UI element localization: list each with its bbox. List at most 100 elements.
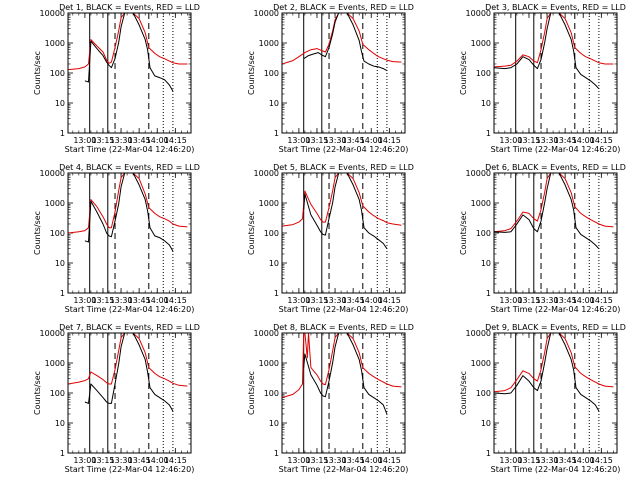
x-tick-label: 14:00 [360, 456, 383, 465]
x-tick-label: 13:30 [110, 296, 133, 305]
plot-frame [281, 172, 406, 294]
x-tick-label: 13:15 [305, 136, 328, 145]
x-tick-label: 13:45 [554, 296, 577, 305]
y-tick-label: 1000 [45, 359, 65, 368]
events-series-line [303, 333, 388, 415]
x-tick-label: 13:00 [287, 456, 310, 465]
x-tick-label: 14:15 [590, 136, 613, 145]
detector-panel-7: Det 7, BLACK = Events, RED = LLD Counts/s… [33, 323, 200, 474]
y-tick-label: 10000 [40, 329, 65, 338]
lld-series-line [68, 13, 188, 71]
panel-title: Det 3, BLACK = Events, RED = LLD [485, 3, 626, 12]
y-axis-label: Counts/sec [33, 371, 42, 415]
detector-panel-4: Det 4, BLACK = Events, RED = LLD Counts/s… [33, 163, 200, 314]
x-tick-label: 13:45 [128, 136, 151, 145]
lld-series-line [494, 333, 614, 393]
lld-series-line [494, 13, 614, 68]
y-tick-label: 1 [486, 289, 491, 298]
x-tick-label: 13:45 [342, 136, 365, 145]
y-tick-label: 1000 [471, 199, 491, 208]
x-axis-label: Start Time (22-Mar-04 12:46:20) [279, 465, 409, 474]
y-tick-label: 10 [55, 419, 65, 428]
y-tick-label: 1000 [259, 199, 279, 208]
y-tick-label: 100 [264, 229, 279, 238]
y-tick-label: 10000 [466, 329, 491, 338]
y-tick-label: 100 [476, 69, 491, 78]
y-tick-label: 100 [264, 69, 279, 78]
detector-panel-1: Det 1, BLACK = Events, RED = LLD Counts/s… [33, 3, 200, 154]
plot-frame [67, 332, 192, 454]
y-tick-label: 100 [476, 229, 491, 238]
x-tick-label: 13:15 [91, 456, 114, 465]
panel-title: Det 4, BLACK = Events, RED = LLD [59, 163, 200, 172]
y-tick-label: 1 [60, 449, 65, 458]
y-axis-label: Counts/sec [247, 371, 256, 415]
plot-frame [493, 172, 618, 294]
events-series-line [494, 333, 600, 412]
y-tick-label: 10000 [254, 9, 279, 18]
x-tick-label: 13:15 [517, 136, 540, 145]
x-tick-label: 13:00 [287, 136, 310, 145]
y-tick-label: 1 [60, 129, 65, 138]
y-tick-label: 1000 [471, 39, 491, 48]
x-axis-label: Start Time (22-Mar-04 12:46:20) [279, 305, 409, 314]
y-axis-label: Counts/sec [247, 211, 256, 255]
plot-frame [493, 332, 618, 454]
y-tick-label: 10 [269, 259, 279, 268]
detector-panel-8: Det 8, BLACK = Events, RED = LLD Counts/s… [247, 323, 414, 474]
x-tick-label: 14:15 [164, 456, 187, 465]
x-tick-label: 13:45 [342, 456, 365, 465]
events-series-line [84, 333, 174, 412]
detector-panel-9: Det 9, BLACK = Events, RED = LLD Counts/s… [459, 323, 626, 474]
y-tick-label: 100 [264, 389, 279, 398]
y-tick-label: 10000 [466, 9, 491, 18]
x-tick-label: 13:15 [91, 296, 114, 305]
x-tick-label: 13:30 [324, 136, 347, 145]
x-tick-label: 13:15 [517, 456, 540, 465]
x-tick-label: 14:15 [378, 296, 401, 305]
y-tick-label: 10000 [40, 169, 65, 178]
x-tick-label: 13:45 [128, 296, 151, 305]
y-tick-label: 1 [60, 289, 65, 298]
panel-title: Det 5, BLACK = Events, RED = LLD [273, 163, 414, 172]
x-tick-label: 13:15 [305, 296, 328, 305]
events-series-line [303, 13, 388, 72]
lld-series-line [68, 333, 188, 387]
x-tick-label: 14:15 [378, 456, 401, 465]
y-axis-label: Counts/sec [459, 211, 468, 255]
events-series-line [494, 13, 600, 90]
detector-panel-2: Det 2, BLACK = Events, RED = LLD Counts/s… [247, 3, 414, 154]
y-tick-label: 100 [50, 69, 65, 78]
lld-series-line [494, 173, 614, 233]
detector-panel-3: Det 3, BLACK = Events, RED = LLD Counts/s… [459, 3, 626, 154]
y-tick-label: 10000 [40, 9, 65, 18]
lld-series-line [282, 173, 402, 227]
y-tick-label: 1 [486, 129, 491, 138]
panel-title: Det 6, BLACK = Events, RED = LLD [485, 163, 626, 172]
y-tick-label: 10 [269, 99, 279, 108]
detector-panel-5: Det 5, BLACK = Events, RED = LLD Counts/s… [247, 163, 414, 314]
x-axis-label: Start Time (22-Mar-04 12:46:20) [65, 465, 195, 474]
x-tick-label: 14:00 [360, 136, 383, 145]
x-tick-label: 13:00 [499, 456, 522, 465]
x-tick-label: 13:00 [73, 296, 96, 305]
y-tick-label: 1000 [45, 199, 65, 208]
x-tick-label: 13:15 [305, 456, 328, 465]
x-tick-label: 13:45 [128, 456, 151, 465]
x-tick-label: 13:00 [287, 296, 310, 305]
y-axis-label: Counts/sec [33, 51, 42, 95]
plot-frame [281, 332, 406, 454]
events-series-line [84, 13, 174, 92]
y-tick-label: 1 [274, 449, 279, 458]
x-tick-label: 13:30 [110, 136, 133, 145]
x-tick-label: 14:00 [146, 296, 169, 305]
y-axis-label: Counts/sec [459, 51, 468, 95]
y-tick-label: 10 [55, 99, 65, 108]
x-tick-label: 14:00 [572, 296, 595, 305]
x-tick-label: 13:45 [342, 296, 365, 305]
y-tick-label: 100 [50, 389, 65, 398]
x-tick-label: 14:00 [146, 136, 169, 145]
x-tick-label: 13:30 [324, 456, 347, 465]
y-tick-label: 10000 [466, 169, 491, 178]
